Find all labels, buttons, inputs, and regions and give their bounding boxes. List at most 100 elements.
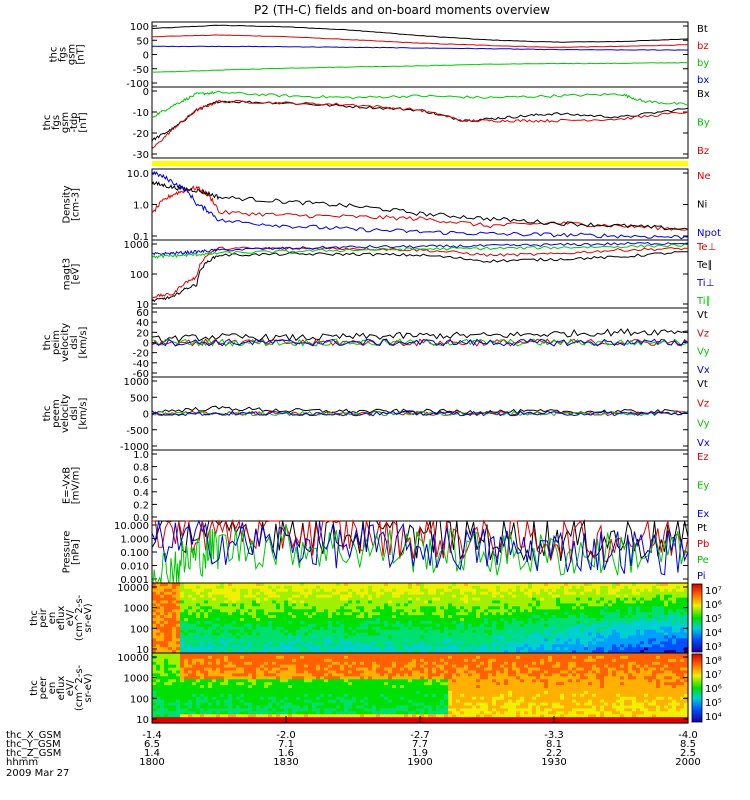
spectrogram-cell: [216, 612, 221, 616]
spectrogram-cell: [504, 644, 509, 648]
spectrogram-cell: [164, 641, 169, 645]
spectrogram-cell: [644, 620, 649, 625]
spectrogram-cell: [556, 650, 561, 654]
spectrogram-cell: [572, 670, 577, 674]
spectrogram-cell: [184, 641, 189, 645]
spectrogram-cell: [636, 673, 641, 677]
spectrogram-cell: [464, 667, 469, 672]
spectrogram-cell: [576, 594, 581, 599]
spectrogram-cell: [528, 612, 533, 616]
spectrogram-cell: [304, 594, 309, 599]
spectrogram-cell: [596, 673, 601, 677]
spectrogram-cell: [428, 653, 433, 657]
spectrogram-cell: [164, 658, 169, 663]
spectrogram-cell: [384, 585, 389, 590]
spectrogram-cell: [596, 667, 601, 672]
spectrogram-cell: [508, 641, 513, 645]
spectrogram-cell: [152, 673, 157, 677]
spectrogram-cell: [408, 664, 413, 669]
spectrogram-cell: [304, 664, 309, 669]
spectrogram-cell: [356, 620, 361, 625]
spectrogram-cell: [388, 653, 393, 657]
spectrogram-cell: [480, 667, 485, 672]
spectrogram-cell: [468, 626, 473, 631]
spectrogram-cell: [564, 583, 569, 587]
y-axis-label: gsm: [67, 44, 78, 65]
spectrogram-cell: [276, 682, 281, 686]
spectrogram-cell: [348, 585, 353, 590]
spectrogram-cell: [416, 600, 421, 604]
spectrogram-cell: [468, 606, 473, 610]
spectrogram-cell: [364, 583, 369, 587]
spectrogram-cell: [292, 685, 297, 689]
spectrogram-cell: [404, 588, 409, 593]
spectrogram-cell: [632, 606, 637, 610]
spectrogram-cell: [440, 594, 445, 599]
spectrogram-cell: [460, 623, 465, 628]
spectrogram-cell: [584, 588, 589, 593]
spectrogram-cell: [600, 588, 605, 593]
spectrogram-cell: [584, 603, 589, 607]
spectrogram-cell: [284, 670, 289, 674]
spectrogram-cell: [164, 667, 169, 672]
spectrogram-cell: [436, 661, 441, 666]
spectrogram-cell: [248, 635, 253, 639]
spectrogram-cell: [364, 655, 369, 660]
spectrogram-cell: [464, 623, 469, 628]
spectrogram-cell: [668, 623, 673, 628]
spectrogram-cell: [636, 653, 641, 657]
spectrogram-cell: [472, 650, 477, 654]
spectrogram-cell: [180, 588, 185, 593]
spectrogram-cell: [588, 650, 593, 654]
spectrogram-cell: [204, 591, 209, 596]
spectrogram-cell: [524, 676, 529, 680]
spectrogram-cell: [520, 679, 525, 683]
spectrogram-cell: [152, 661, 157, 666]
spectrogram-cell: [608, 658, 613, 663]
spectrogram-cell: [328, 629, 333, 634]
spectrogram-cell: [584, 632, 589, 637]
spectrogram-cell: [456, 653, 461, 657]
spectrogram-cell: [496, 641, 501, 645]
spectrogram-cell: [316, 653, 321, 657]
spectrogram-cell: [324, 664, 329, 669]
spectrogram-cell: [600, 676, 605, 680]
spectrogram-cell: [160, 588, 165, 593]
spectrogram-cell: [484, 638, 489, 642]
spectrogram-cell: [192, 623, 197, 628]
spectrogram-cell: [544, 679, 549, 683]
spectrogram-cell: [612, 653, 617, 657]
spectrogram-cell: [392, 679, 397, 683]
spectrogram-cell: [264, 673, 269, 677]
spectrogram-cell: [552, 588, 557, 593]
spectrogram-cell: [340, 620, 345, 625]
spectrogram-cell: [420, 629, 425, 634]
spectrogram-cell: [508, 618, 513, 622]
spectrogram-cell: [612, 629, 617, 634]
spectrogram-cell: [404, 594, 409, 599]
spectrogram-cell: [256, 583, 261, 587]
spectrogram-cell: [348, 615, 353, 619]
spectrogram-cell: [232, 585, 237, 590]
spectrogram-cell: [344, 615, 349, 619]
spectrogram-cell: [468, 609, 473, 613]
spectrogram-cell: [664, 600, 669, 604]
spectrogram-cell: [320, 682, 325, 686]
spectrogram-cell: [376, 623, 381, 628]
spectrogram-cell: [528, 673, 533, 677]
spectrogram-cell: [320, 597, 325, 602]
y-axis-label: en: [47, 612, 58, 625]
spectrogram-cell: [648, 676, 653, 680]
spectrogram-cell: [360, 650, 365, 654]
spectrogram-cell: [600, 629, 605, 634]
spectrogram-cell: [340, 664, 345, 669]
spectrogram-cell: [572, 673, 577, 677]
spectrogram-cell: [304, 661, 309, 666]
spectrogram-cell: [240, 670, 245, 674]
spectrogram-cell: [684, 641, 689, 645]
spectrogram-cell: [228, 664, 233, 669]
spectrogram-cell: [464, 653, 469, 657]
spectrogram-cell: [280, 658, 285, 663]
spectrogram-cell: [248, 682, 253, 686]
spectrogram-cell: [288, 638, 293, 642]
